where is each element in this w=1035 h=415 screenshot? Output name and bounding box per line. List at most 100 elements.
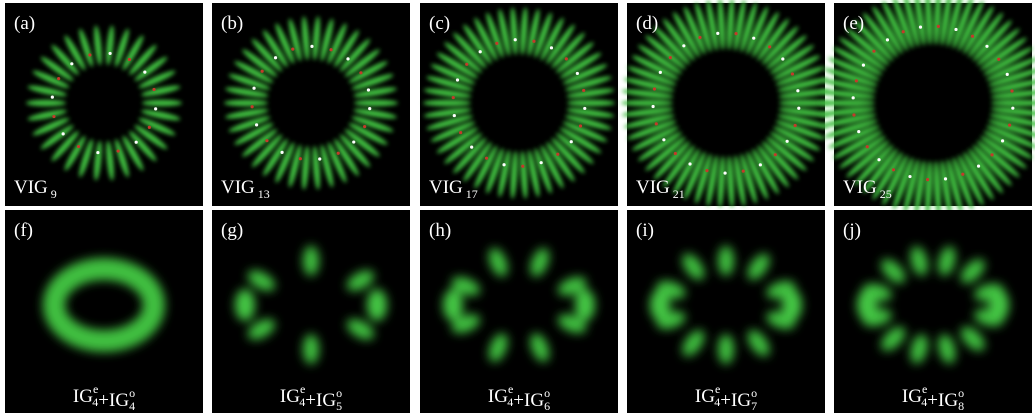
ring-dot (734, 32, 737, 35)
ring-dot (752, 37, 755, 40)
ring-dot (723, 171, 726, 174)
ring-dot (583, 107, 586, 110)
panel: (g)IGe4+IGo5 (212, 210, 410, 413)
ring-dot (154, 107, 157, 110)
ring-dot (88, 53, 91, 56)
caption-sup: o (958, 386, 964, 400)
ring-dot (866, 145, 869, 148)
ring-dot (135, 141, 138, 144)
panel: (b) VIG13 (212, 3, 410, 206)
lobe (303, 334, 319, 364)
ring-dot (857, 130, 860, 133)
ring-dot (774, 153, 777, 156)
caption-base: IG (902, 386, 922, 407)
caption-base: IG (280, 386, 300, 407)
ring-dot (582, 89, 585, 92)
ring-dot (280, 151, 283, 154)
ring-dot (346, 57, 349, 60)
ring-dot (109, 52, 112, 55)
lobe (650, 289, 670, 321)
caption-base: VIG (221, 177, 255, 198)
ring-dot (70, 62, 73, 65)
lobe (235, 289, 255, 321)
ring-dot (337, 152, 340, 155)
caption-sup: o (544, 386, 550, 400)
ring-dot (990, 153, 993, 156)
caption-sub: 25 (880, 187, 892, 201)
caption-joiner: + (305, 390, 316, 411)
ring-dot (495, 42, 498, 45)
panel: (i)IGe4+IGo7 (627, 210, 825, 413)
ring-dot (310, 45, 313, 48)
ring-dot (1010, 89, 1013, 92)
ring-dot (651, 105, 654, 108)
panel-label: (a) (14, 13, 35, 34)
ring-dot (514, 38, 517, 41)
ring-dot (653, 87, 656, 90)
ring-dot (62, 132, 65, 135)
ring-dot (453, 114, 456, 117)
ring-dot (908, 175, 911, 178)
caption-joiner: + (927, 390, 938, 411)
ring-dot (1006, 73, 1009, 76)
petal (819, 100, 875, 106)
ring-dot (944, 177, 947, 180)
figure: (a)VIG9(b)VIG13(c)VIG17(d)VIG21(e)VIG25(… (0, 0, 1035, 415)
ring-dot (550, 46, 553, 49)
caption-sub: 13 (258, 187, 270, 201)
lobe (575, 289, 595, 321)
ring-dot (892, 168, 895, 171)
ring-dot (1011, 107, 1014, 110)
ring-dot (143, 70, 146, 73)
ring-dot (465, 63, 468, 66)
ring-dot (485, 157, 488, 160)
ring-dot (261, 70, 264, 73)
ring-dot (1008, 123, 1011, 126)
ring-dot (452, 96, 455, 99)
ring-dot (1001, 139, 1004, 142)
ring-dot (521, 165, 524, 168)
caption-sub: 7 (751, 399, 757, 413)
caption-sup: o (336, 386, 342, 400)
ring-dot (479, 50, 482, 53)
ring-dot (985, 45, 988, 48)
ring-dot (768, 45, 771, 48)
lobe (718, 334, 734, 364)
petal (423, 100, 471, 106)
caption-base: VIG (636, 177, 670, 198)
ring-dot (456, 78, 459, 81)
caption-base: IG (731, 390, 751, 411)
ring-dot (117, 149, 120, 152)
ring-dot (470, 146, 473, 149)
lobe (443, 289, 463, 321)
ring-dot (329, 48, 332, 51)
ring-dot (576, 72, 579, 75)
ring-dot (781, 57, 784, 60)
ring-dot (886, 38, 889, 41)
panel-label: (g) (221, 220, 243, 241)
ring-dot (961, 173, 964, 176)
panel: (j)IGe4+IGo8 (834, 210, 1032, 413)
ring-dot (926, 178, 929, 181)
ring-dot (363, 125, 366, 128)
caption-base: VIG (843, 177, 877, 198)
petal (621, 100, 673, 106)
caption-sup: o (751, 386, 757, 400)
ring-dot (698, 36, 701, 39)
lobe (303, 246, 319, 276)
ring-dot (977, 165, 980, 168)
ring-dot (797, 107, 800, 110)
caption-joiner: + (98, 390, 109, 411)
ring-dot (855, 79, 858, 82)
caption-base: VIG (14, 177, 48, 198)
ring-dot (705, 169, 708, 172)
panel-label: (b) (221, 13, 243, 34)
ring-dot (352, 140, 355, 143)
ring-dot (662, 138, 665, 141)
panel: (f)IGe4+IGo4 (5, 210, 203, 413)
ring-dot (57, 77, 60, 80)
ring-dot (265, 139, 268, 142)
panel-label: (i) (636, 220, 654, 241)
caption-joiner: + (720, 390, 731, 411)
caption-base: IG (488, 386, 508, 407)
